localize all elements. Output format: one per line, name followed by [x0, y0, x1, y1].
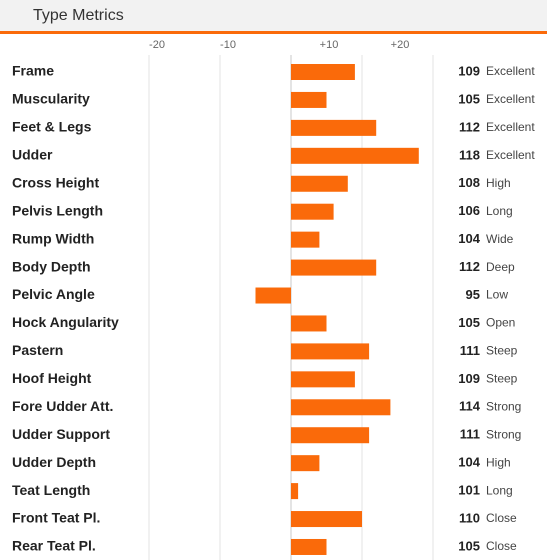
bar: [291, 315, 327, 332]
category-label: Hock Angularity: [12, 314, 119, 330]
score-label: 110: [459, 510, 480, 525]
category-label: Frame: [12, 63, 54, 79]
score-label: 112: [459, 259, 480, 274]
bar: [291, 511, 362, 528]
score-label: 95: [466, 287, 480, 302]
descriptor-label: Open: [486, 316, 515, 330]
category-label: Front Teat Pl.: [12, 510, 100, 526]
score-label: 111: [460, 343, 480, 358]
descriptor-label: Close: [486, 539, 517, 553]
score-label: 118: [459, 147, 480, 162]
x-tick-label: -20: [149, 39, 165, 51]
bar: [291, 259, 377, 276]
bar: [291, 231, 320, 248]
descriptor-label: Long: [486, 483, 513, 497]
category-label: Rump Width: [12, 230, 94, 246]
category-label: Body Depth: [12, 258, 91, 274]
descriptor-label: Wide: [486, 232, 514, 246]
bar: [291, 147, 419, 164]
category-label: Teat Length: [12, 482, 90, 498]
category-label: Feet & Legs: [12, 119, 92, 135]
descriptor-label: High: [486, 176, 511, 190]
category-label: Pelvic Angle: [12, 286, 95, 302]
bar: [291, 455, 320, 472]
category-label: Hoof Height: [12, 370, 92, 386]
descriptor-label: Excellent: [486, 64, 535, 78]
descriptor-label: Excellent: [486, 148, 535, 162]
bar: [291, 175, 348, 192]
category-label: Pelvis Length: [12, 202, 103, 218]
descriptor-label: Steep: [486, 372, 518, 386]
score-label: 104: [458, 231, 480, 246]
score-label: 105: [458, 315, 480, 330]
descriptor-label: Steep: [486, 344, 518, 358]
descriptor-label: Strong: [486, 427, 521, 441]
score-label: 112: [459, 119, 480, 134]
category-label: Rear Teat Pl.: [12, 538, 96, 554]
category-label: Muscularity: [12, 91, 90, 107]
chart-title: Type Metrics: [33, 7, 124, 24]
score-label: 106: [458, 203, 480, 218]
bar: [291, 427, 370, 444]
bar: [291, 399, 391, 416]
category-label: Fore Udder Att.: [12, 398, 113, 414]
bar: [291, 203, 334, 220]
category-label: Cross Height: [12, 174, 99, 190]
descriptor-label: Deep: [486, 260, 515, 274]
descriptor-label: Long: [486, 204, 513, 218]
score-label: 105: [458, 538, 480, 553]
bar: [291, 91, 327, 108]
descriptor-label: High: [486, 455, 511, 469]
x-tick-label: +10: [320, 39, 339, 51]
bar: [291, 538, 327, 555]
header-rule: [0, 31, 547, 34]
score-label: 109: [458, 371, 480, 386]
descriptor-label: Excellent: [486, 120, 535, 134]
score-label: 108: [458, 175, 480, 190]
score-label: 114: [459, 399, 481, 414]
score-label: 105: [458, 91, 480, 106]
bar: [291, 371, 355, 388]
category-label: Udder Support: [12, 426, 110, 442]
score-label: 109: [458, 63, 480, 78]
bar: [291, 64, 355, 80]
score-label: 104: [458, 455, 480, 470]
descriptor-label: Strong: [486, 399, 521, 413]
bar: [291, 483, 299, 500]
category-label: Pastern: [12, 342, 63, 358]
score-label: 111: [460, 427, 480, 442]
header-bg: [0, 0, 547, 31]
descriptor-label: Low: [486, 288, 508, 302]
x-tick-label: -10: [220, 39, 236, 51]
x-tick-label: +20: [391, 39, 410, 51]
bar: [291, 119, 377, 136]
category-label: Udder Depth: [12, 454, 96, 470]
category-label: Udder: [12, 147, 53, 163]
descriptor-label: Excellent: [486, 92, 535, 106]
score-label: 101: [458, 483, 480, 498]
bar: [291, 343, 370, 360]
descriptor-label: Close: [486, 511, 517, 525]
bar: [255, 287, 291, 304]
